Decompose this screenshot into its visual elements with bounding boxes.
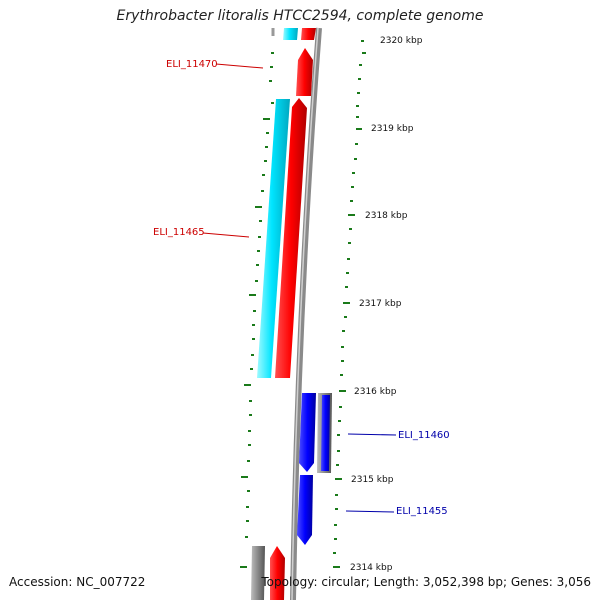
gene-eli-11470-arrow xyxy=(296,48,313,96)
feature-bottom-red xyxy=(270,546,285,600)
tick-marks xyxy=(240,40,366,568)
gene-eli-11460-arrow xyxy=(299,393,316,472)
topology-label: Topology: circular; Length: 3,052,398 bp… xyxy=(261,575,591,589)
gene-label-eli-11460: ELI_11460 xyxy=(398,430,450,441)
feature-cyan-long xyxy=(257,99,290,378)
feature-top-red xyxy=(301,28,316,40)
tick-label-2317: 2317 kbp xyxy=(359,299,402,309)
tick-label-2320: 2320 kbp xyxy=(380,36,423,46)
tick-label-2318: 2318 kbp xyxy=(365,211,408,221)
gene-eli-11455-arrow xyxy=(297,475,313,545)
tick-label-2319: 2319 kbp xyxy=(371,124,414,134)
feature-top-cyan xyxy=(283,28,298,40)
tick-label-2314: 2314 kbp xyxy=(350,563,393,573)
feature-bottom-gray xyxy=(251,546,265,600)
tick-label-2315: 2315 kbp xyxy=(351,475,394,485)
tick-label-2316: 2316 kbp xyxy=(354,387,397,397)
accession-label: Accession: NC_007722 xyxy=(9,575,146,589)
gene-label-eli-11470: ELI_11470 xyxy=(166,59,218,70)
gene-label-eli-11455: ELI_11455 xyxy=(396,506,448,517)
genome-backbone xyxy=(290,27,322,600)
genome-title: Erythrobacter litoralis HTCC2594, comple… xyxy=(116,8,484,24)
gene-label-eli-11465: ELI_11465 xyxy=(153,227,205,238)
gene-eli-11465-arrow xyxy=(275,98,307,378)
